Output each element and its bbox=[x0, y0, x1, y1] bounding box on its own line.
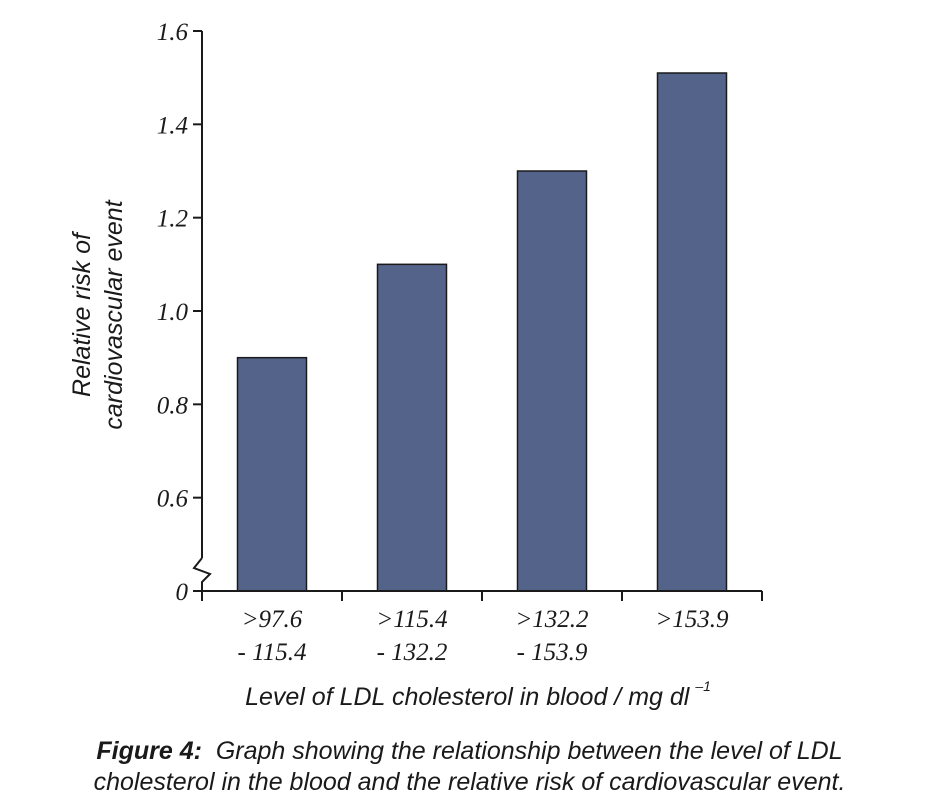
caption-label: Figure 4: bbox=[96, 737, 202, 765]
x-tick-label: >153.9 bbox=[655, 606, 729, 633]
bar bbox=[376, 263, 448, 592]
x-tick-label: - 115.4 bbox=[238, 639, 307, 666]
bar-chart: 0 0.6 0.8 1.0 1.2 1.4 1.6 >97.6 - 115.4 >115.4 - … bbox=[68, 19, 763, 711]
x-axis-title-text: Level of LDL cholesterol in blood / mg d… bbox=[245, 683, 691, 711]
x-axis-title-superscript: –1 bbox=[694, 678, 711, 694]
axes bbox=[192, 31, 763, 601]
y-tick-label: 0.6 bbox=[157, 486, 189, 513]
bar bbox=[516, 170, 588, 592]
x-tick-label: >97.6 bbox=[242, 606, 303, 633]
x-tick-label: - 153.9 bbox=[517, 639, 588, 666]
y-tick-label: 1.4 bbox=[157, 112, 188, 139]
y-axis-break bbox=[192, 557, 212, 591]
figure-caption: Figure 4: Graph showing the relationship… bbox=[0, 736, 939, 798]
y-ticks: 0 0.6 0.8 1.0 1.2 1.4 1.6 bbox=[157, 19, 202, 606]
caption-line-1: Graph showing the relationship between t… bbox=[215, 737, 843, 765]
y-axis-title-line-2: cardiovascular event bbox=[100, 199, 128, 429]
bar bbox=[656, 72, 728, 592]
y-tick-label: 1.6 bbox=[157, 19, 189, 46]
caption-line-2: cholesterol in the blood and the relativ… bbox=[93, 768, 846, 796]
x-tick-label: >132.2 bbox=[515, 606, 588, 633]
y-axis-title-line-1: Relative risk of bbox=[68, 230, 96, 397]
x-axis-title: Level of LDL cholesterol in blood / mg d… bbox=[245, 678, 711, 711]
bars bbox=[236, 72, 728, 592]
x-tick-label: - 132.2 bbox=[377, 639, 448, 666]
y-tick-label: 1.2 bbox=[157, 206, 188, 233]
bar bbox=[236, 356, 308, 592]
x-ticks: >97.6 - 115.4 >115.4 - 132.2 >132.2 - 153.9 >1… bbox=[238, 606, 730, 666]
y-tick-label: 0 bbox=[176, 579, 189, 606]
y-tick-label: 0.8 bbox=[157, 392, 189, 419]
x-tick-label: >115.4 bbox=[376, 606, 447, 633]
y-tick-label: 1.0 bbox=[157, 299, 189, 326]
